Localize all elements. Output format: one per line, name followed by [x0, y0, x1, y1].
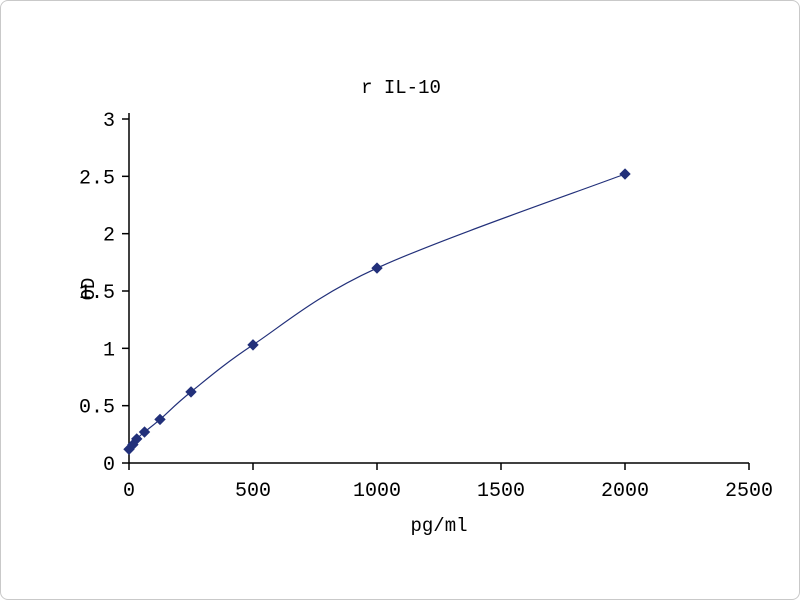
tick-labels: 0 500 1000 1500 2000 2500 0 0.5 1 1.5 2 2.5 3 [79, 110, 773, 503]
axes [128, 113, 749, 464]
y-tick-label: 1 [103, 339, 115, 362]
curve-line [128, 173, 626, 450]
chart-title: r IL-10 [361, 77, 441, 99]
data-point [247, 339, 259, 351]
y-axis-label: OD [78, 278, 100, 301]
x-tick-label: 1500 [477, 480, 525, 503]
y-tick-label: 0.5 [79, 397, 115, 420]
data-series [123, 168, 631, 455]
data-point [185, 386, 197, 398]
x-tick-label: 500 [235, 480, 271, 503]
data-point [154, 413, 166, 426]
y-tick-label: 2.5 [79, 167, 115, 190]
y-tick-label: 3 [103, 110, 115, 133]
data-point [371, 262, 383, 274]
tick-marks [122, 118, 750, 470]
x-tick-label: 2000 [601, 480, 649, 503]
data-point [619, 168, 631, 180]
data-point [131, 433, 143, 445]
data-point [138, 426, 151, 438]
x-axis-label: pg/ml [410, 515, 467, 537]
x-tick-label: 2500 [725, 480, 773, 503]
y-tick-label: 2 [103, 225, 115, 248]
x-tick-label: 0 [123, 480, 135, 503]
y-tick-label: 0 [103, 454, 115, 477]
y-tick-label: 1.5 [79, 282, 115, 305]
x-tick-label: 1000 [353, 480, 401, 503]
